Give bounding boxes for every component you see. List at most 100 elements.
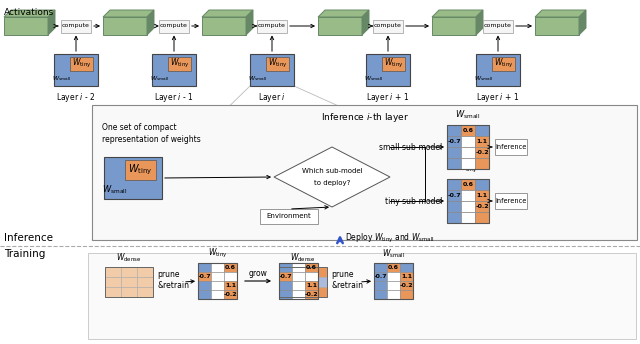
Bar bbox=[461, 190, 475, 201]
Text: small sub-model: small sub-model bbox=[379, 142, 442, 151]
Text: $W_{\mathrm{small}}$: $W_{\mathrm{small}}$ bbox=[474, 75, 493, 83]
Bar bbox=[279, 263, 318, 299]
Bar bbox=[152, 54, 196, 86]
Text: Environment: Environment bbox=[267, 214, 312, 219]
Polygon shape bbox=[432, 10, 483, 17]
Bar bbox=[292, 290, 305, 299]
Bar bbox=[250, 54, 294, 86]
Text: Layer $i$ + 1: Layer $i$ + 1 bbox=[476, 91, 520, 104]
Bar bbox=[476, 54, 520, 86]
Bar bbox=[260, 209, 318, 224]
Polygon shape bbox=[535, 10, 586, 17]
Text: $W_{\mathrm{tiny}}$: $W_{\mathrm{tiny}}$ bbox=[129, 163, 153, 177]
Bar bbox=[311, 267, 327, 277]
Bar bbox=[387, 263, 400, 272]
Text: Activations: Activations bbox=[4, 8, 54, 17]
Bar bbox=[475, 158, 489, 169]
Polygon shape bbox=[579, 10, 586, 35]
Bar bbox=[121, 277, 137, 287]
Bar bbox=[137, 277, 153, 287]
Bar bbox=[198, 281, 211, 290]
Text: $W_{\mathrm{small}}$: $W_{\mathrm{small}}$ bbox=[52, 75, 72, 83]
Bar bbox=[105, 267, 121, 277]
Text: 0.6: 0.6 bbox=[388, 265, 399, 270]
Text: $W_{\mathrm{dense}}$: $W_{\mathrm{dense}}$ bbox=[116, 251, 141, 264]
Text: -0.7: -0.7 bbox=[447, 139, 461, 144]
Text: 1.1: 1.1 bbox=[401, 274, 412, 279]
Text: 0.6: 0.6 bbox=[463, 128, 474, 133]
Bar bbox=[447, 136, 461, 147]
Bar bbox=[257, 20, 287, 32]
Bar bbox=[447, 179, 489, 223]
Bar bbox=[292, 263, 305, 272]
Bar bbox=[374, 263, 413, 299]
Bar bbox=[400, 263, 413, 272]
Bar bbox=[121, 287, 137, 297]
Polygon shape bbox=[318, 10, 369, 17]
Bar bbox=[292, 281, 305, 290]
Text: prune
&retrain: prune &retrain bbox=[331, 270, 363, 290]
Text: One set of compact
representation of weights: One set of compact representation of wei… bbox=[102, 123, 201, 144]
Polygon shape bbox=[362, 10, 369, 35]
Polygon shape bbox=[103, 17, 147, 35]
Bar bbox=[483, 20, 513, 32]
Bar bbox=[447, 190, 461, 201]
Bar bbox=[279, 281, 292, 290]
Text: -0.7: -0.7 bbox=[447, 193, 461, 198]
Bar bbox=[92, 105, 637, 240]
Text: $W_{\mathrm{dense}}$: $W_{\mathrm{dense}}$ bbox=[291, 251, 316, 264]
Text: 0.6: 0.6 bbox=[225, 265, 236, 270]
Text: compute: compute bbox=[160, 23, 188, 29]
Polygon shape bbox=[274, 147, 390, 207]
Bar bbox=[305, 272, 318, 281]
Text: $W_{\mathrm{small}}$: $W_{\mathrm{small}}$ bbox=[455, 108, 481, 121]
Bar bbox=[211, 290, 224, 299]
Bar bbox=[104, 157, 162, 199]
Bar bbox=[475, 212, 489, 223]
Text: $W_{\mathrm{small}}$: $W_{\mathrm{small}}$ bbox=[102, 183, 127, 196]
Text: compute: compute bbox=[484, 23, 512, 29]
Bar bbox=[374, 290, 387, 299]
Bar bbox=[121, 267, 137, 277]
Bar bbox=[374, 263, 387, 272]
Bar bbox=[305, 263, 318, 272]
Bar bbox=[447, 125, 489, 169]
Text: 0.6: 0.6 bbox=[463, 182, 474, 187]
Polygon shape bbox=[246, 10, 253, 35]
Bar bbox=[224, 281, 237, 290]
Bar bbox=[447, 212, 461, 223]
Bar bbox=[374, 272, 387, 281]
Bar bbox=[198, 290, 211, 299]
Bar bbox=[387, 281, 400, 290]
Bar bbox=[387, 272, 400, 281]
Text: $W_{\mathrm{small}}$: $W_{\mathrm{small}}$ bbox=[364, 75, 383, 83]
Bar bbox=[88, 253, 636, 339]
Bar bbox=[311, 287, 327, 297]
Bar bbox=[447, 125, 461, 136]
Text: $W_{\mathrm{tiny}}$: $W_{\mathrm{tiny}}$ bbox=[208, 247, 227, 260]
Polygon shape bbox=[318, 17, 362, 35]
Bar bbox=[382, 56, 405, 71]
Text: Layer $i$ - 2: Layer $i$ - 2 bbox=[56, 91, 96, 104]
Bar bbox=[105, 277, 121, 287]
Bar bbox=[461, 158, 475, 169]
Text: $W_{\mathrm{small}}$: $W_{\mathrm{small}}$ bbox=[248, 75, 268, 83]
Bar bbox=[374, 281, 387, 290]
Text: prune
&retrain: prune &retrain bbox=[157, 270, 189, 290]
Text: $W_{\mathrm{small}}$: $W_{\mathrm{small}}$ bbox=[150, 75, 170, 83]
Bar bbox=[475, 201, 489, 212]
Text: Layer $i$: Layer $i$ bbox=[258, 91, 286, 104]
Bar bbox=[125, 160, 156, 180]
Bar bbox=[224, 290, 237, 299]
Bar bbox=[447, 201, 461, 212]
Bar bbox=[266, 56, 289, 71]
Bar bbox=[475, 125, 489, 136]
Bar bbox=[447, 158, 461, 169]
Text: Training: Training bbox=[4, 249, 45, 259]
Text: grow: grow bbox=[248, 269, 268, 278]
Bar bbox=[211, 272, 224, 281]
Bar bbox=[279, 267, 327, 297]
Bar bbox=[366, 54, 410, 86]
Bar bbox=[447, 147, 461, 158]
Text: Layer $i$ + 1: Layer $i$ + 1 bbox=[367, 91, 410, 104]
